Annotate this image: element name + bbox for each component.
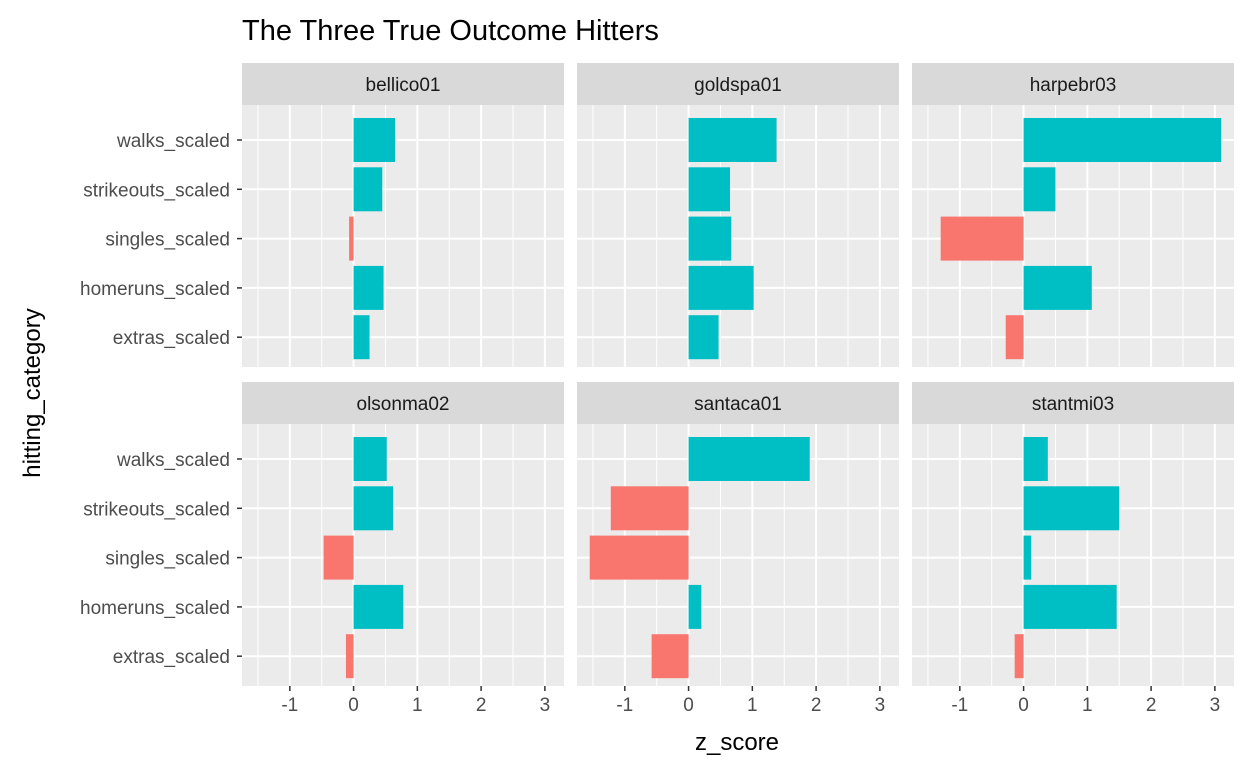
y-tick-label: singles_scaled [105, 230, 230, 251]
x-tick-label: 0 [1018, 695, 1029, 716]
x-tick-label: -1 [616, 695, 633, 716]
y-tick-label: homeruns_scaled [80, 279, 230, 300]
bar-santaca01-strikeouts_scaled [610, 486, 689, 531]
y-axis-title: hitting_category [19, 308, 46, 477]
x-tick-label: 1 [1082, 695, 1093, 716]
bar-bellico01-singles_scaled [349, 216, 354, 261]
facet-strip [242, 382, 564, 424]
facet-panels: bellico01 goldspa01 harpebr03 olsonma02 sant… [242, 63, 1234, 686]
bar-harpebr03-extras_scaled [1005, 315, 1024, 360]
facet-strip [242, 63, 564, 105]
bar-goldspa01-extras_scaled [688, 315, 719, 360]
y-tick-label: extras_scaled [113, 647, 230, 668]
x-tick-label: 3 [875, 695, 886, 716]
bar-santaca01-homeruns_scaled [688, 584, 702, 629]
bar-goldspa01-walks_scaled [688, 118, 777, 162]
x-tick-label: 3 [540, 695, 551, 716]
x-tick-label: -1 [281, 695, 298, 716]
panel-background [912, 424, 1234, 686]
bar-goldspa01-homeruns_scaled [688, 265, 754, 310]
x-tick-label: 2 [476, 695, 487, 716]
facet-strip-label: bellico01 [366, 75, 441, 96]
facet-strip [577, 63, 899, 105]
bar-bellico01-extras_scaled [353, 315, 370, 360]
bar-stantmi03-walks_scaled [1023, 437, 1048, 481]
bar-harpebr03-homeruns_scaled [1023, 265, 1092, 310]
y-tick-label: walks_scaled [116, 131, 230, 152]
bar-stantmi03-singles_scaled [1023, 535, 1032, 580]
x-tick-label: -1 [951, 695, 968, 716]
facet-goldspa01: goldspa01 [577, 63, 899, 367]
y-tick-label: homeruns_scaled [80, 598, 230, 619]
facet-strip-label: harpebr03 [1030, 75, 1117, 96]
x-axis-title: z_score [695, 729, 779, 756]
y-tick-label: walks_scaled [116, 450, 230, 471]
bar-olsonma02-singles_scaled [323, 535, 354, 580]
bar-harpebr03-walks_scaled [1023, 118, 1222, 162]
facet-olsonma02: olsonma02 [242, 382, 564, 686]
facet-bellico01: bellico01 [242, 63, 564, 367]
panel-background [242, 105, 564, 367]
x-tick-label: 0 [683, 695, 694, 716]
bar-santaca01-extras_scaled [651, 634, 689, 679]
x-tick-label: 1 [412, 695, 423, 716]
bar-bellico01-walks_scaled [353, 118, 396, 162]
bar-santaca01-singles_scaled [589, 535, 689, 580]
bar-olsonma02-walks_scaled [353, 437, 387, 481]
y-axis: walks_scaled strikeouts_scaled singles_sca… [80, 131, 242, 668]
bar-santaca01-walks_scaled [688, 437, 810, 481]
facet-strip [912, 63, 1234, 105]
bar-olsonma02-extras_scaled [345, 634, 354, 679]
bar-harpebr03-singles_scaled [940, 216, 1024, 261]
bar-stantmi03-extras_scaled [1014, 634, 1024, 679]
y-tick-label: strikeouts_scaled [83, 180, 230, 201]
bar-bellico01-homeruns_scaled [353, 265, 384, 310]
bar-olsonma02-homeruns_scaled [353, 584, 404, 629]
facet-stantmi03: stantmi03 [912, 382, 1234, 686]
x-tick-label: 2 [811, 695, 822, 716]
y-tick-label: extras_scaled [113, 328, 230, 349]
x-tick-label: 3 [1210, 695, 1221, 716]
facet-strip-label: stantmi03 [1032, 394, 1114, 415]
bar-stantmi03-homeruns_scaled [1023, 584, 1117, 629]
facet-strip [577, 382, 899, 424]
facet-strip-label: olsonma02 [357, 394, 450, 415]
panel-background [242, 424, 564, 686]
chart-title: The Three True Outcome Hitters [242, 15, 659, 47]
facet-santaca01: santaca01 [577, 382, 899, 686]
bar-olsonma02-strikeouts_scaled [353, 486, 394, 531]
bar-bellico01-strikeouts_scaled [353, 167, 383, 212]
bar-goldspa01-strikeouts_scaled [688, 167, 731, 212]
bar-stantmi03-strikeouts_scaled [1023, 486, 1120, 531]
facet-strip-label: santaca01 [694, 394, 782, 415]
y-tick-label: singles_scaled [105, 549, 230, 570]
x-axis: -1 0 1 2 3 -1 0 1 2 3 -1 0 1 2 3 [281, 686, 1220, 716]
bar-goldspa01-singles_scaled [688, 216, 732, 261]
facet-harpebr03: harpebr03 [912, 63, 1234, 367]
x-tick-label: 0 [348, 695, 359, 716]
facet-strip [912, 382, 1234, 424]
bar-harpebr03-strikeouts_scaled [1023, 167, 1056, 212]
facet-strip-label: goldspa01 [694, 75, 782, 96]
x-tick-label: 2 [1146, 695, 1157, 716]
y-tick-label: strikeouts_scaled [83, 499, 230, 520]
x-tick-label: 1 [747, 695, 758, 716]
